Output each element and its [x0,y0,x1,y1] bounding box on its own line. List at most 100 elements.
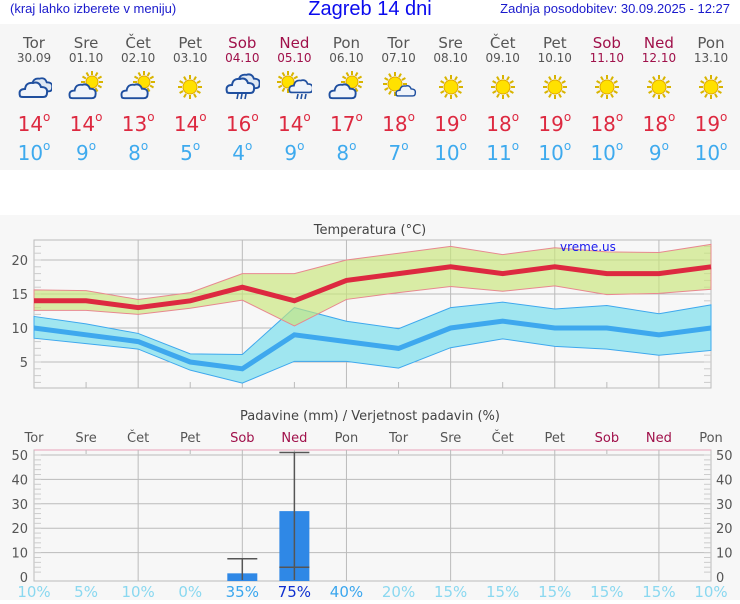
precip-plot-frame [34,450,711,581]
min-temp: 10o [8,141,60,165]
max-temp: 14o [268,112,320,136]
sun-small-cloud-icon [381,70,417,104]
day-date: 11.10 [581,51,633,65]
cloudy-icon [16,70,52,104]
day-name: Pet [529,34,581,52]
day-name: Tor [8,34,60,52]
precip-probability: 15% [434,583,467,600]
day-name: Čet [112,34,164,52]
day-date: 08.10 [425,51,477,65]
precip-probability: 35% [226,583,259,600]
partly-cloudy-icon [328,70,364,104]
day-date: 04.10 [216,51,268,65]
min-temp: 10o [529,141,581,165]
min-temp: 9o [60,141,112,165]
precip-probability: 15% [538,583,571,600]
max-temp: 17o [320,112,372,136]
precip-day-label: Čet [127,430,149,446]
forecast-charts: Temperatura (°C)5101520vreme.usPadavine … [0,215,740,600]
max-temp: 13o [112,112,164,136]
precip-tick-label-left: 40 [11,473,28,488]
precip-tick-label-right: 10 [716,547,733,562]
day-name: Sob [216,34,268,52]
precip-day-label: Sob [230,431,254,446]
day-name: Pon [320,34,372,52]
day-date: 06.10 [320,51,372,65]
sun-icon [693,70,729,104]
precip-tick-label-right: 50 [716,449,733,464]
max-temp: 19o [529,112,581,136]
day-date: 13.10 [685,51,737,65]
precip-day-label: Sre [440,431,461,446]
min-temp: 10o [425,141,477,165]
precip-probability: 40% [330,583,363,600]
max-temp: 18o [581,112,633,136]
min-temp: 10o [685,141,737,165]
day-date: 07.10 [373,51,425,65]
day-name: Ned [633,34,685,52]
day-date: 01.10 [60,51,112,65]
precip-tick-label-left: 50 [11,449,28,464]
min-temp: 8o [320,141,372,165]
sun-icon [589,70,625,104]
precip-day-label: Sob [595,431,619,446]
watermark: vreme.us [560,240,616,254]
min-temp: 9o [268,141,320,165]
precip-day-label: Ned [281,431,307,446]
precip-day-label: Pon [699,431,723,446]
sun-icon [172,70,208,104]
temp-tick-label: 5 [20,356,28,371]
precip-tick-label-left: 10 [11,547,28,562]
max-temp: 14o [8,112,60,136]
precip-day-label: Tor [388,431,409,446]
precip-tick-label-left: 30 [11,498,28,513]
max-temp: 19o [425,112,477,136]
day-name: Ned [268,34,320,52]
precip-probability: 15% [486,583,519,600]
max-temp: 14o [164,112,216,136]
min-temp: 4o [216,141,268,165]
partly-cloudy-icon [68,70,104,104]
min-temp: 8o [112,141,164,165]
max-temp: 18o [373,112,425,136]
precip-probability: 0% [178,583,202,600]
temp-chart-title: Temperatura (°C) [313,223,426,238]
precip-tick-label-right: 40 [716,473,733,488]
precip-day-label: Pet [180,431,200,446]
precip-probability: 75% [278,583,311,600]
day-name: Pet [164,34,216,52]
sun-icon [485,70,521,104]
min-temp: 9o [633,141,685,165]
precip-probability: 15% [642,583,675,600]
precip-chart-title: Padavine (mm) / Verjetnost padavin (%) [240,409,500,424]
sun-icon [537,70,573,104]
sun-icon [433,70,469,104]
precip-day-label: Sre [75,431,96,446]
sun-rain-cloud-icon [276,70,312,104]
precip-tick-label-right: 20 [716,522,733,537]
precip-probability: 10% [121,583,154,600]
precip-day-label: Pon [335,431,359,446]
day-date: 02.10 [112,51,164,65]
day-name: Tor [373,34,425,52]
day-date: 09.10 [477,51,529,65]
day-date: 12.10 [633,51,685,65]
day-name: Sob [581,34,633,52]
min-temp: 10o [581,141,633,165]
min-temp: 5o [164,141,216,165]
rain-cloud-icon [224,70,260,104]
max-temp: 18o [633,112,685,136]
max-temp: 18o [477,112,529,136]
day-name: Čet [477,34,529,52]
last-updated: Zadnja posodobitev: 30.09.2025 - 12:27 [500,1,730,16]
min-temp: 7o [373,141,425,165]
max-temp: 19o [685,112,737,136]
top-bar: (kraj lahko izberete v meniju) Zagreb 14… [0,0,740,24]
day-name: Sre [425,34,477,52]
day-date: 05.10 [268,51,320,65]
max-temp: 14o [60,112,112,136]
precip-probability: 10% [694,583,727,600]
partly-cloudy-icon [120,70,156,104]
